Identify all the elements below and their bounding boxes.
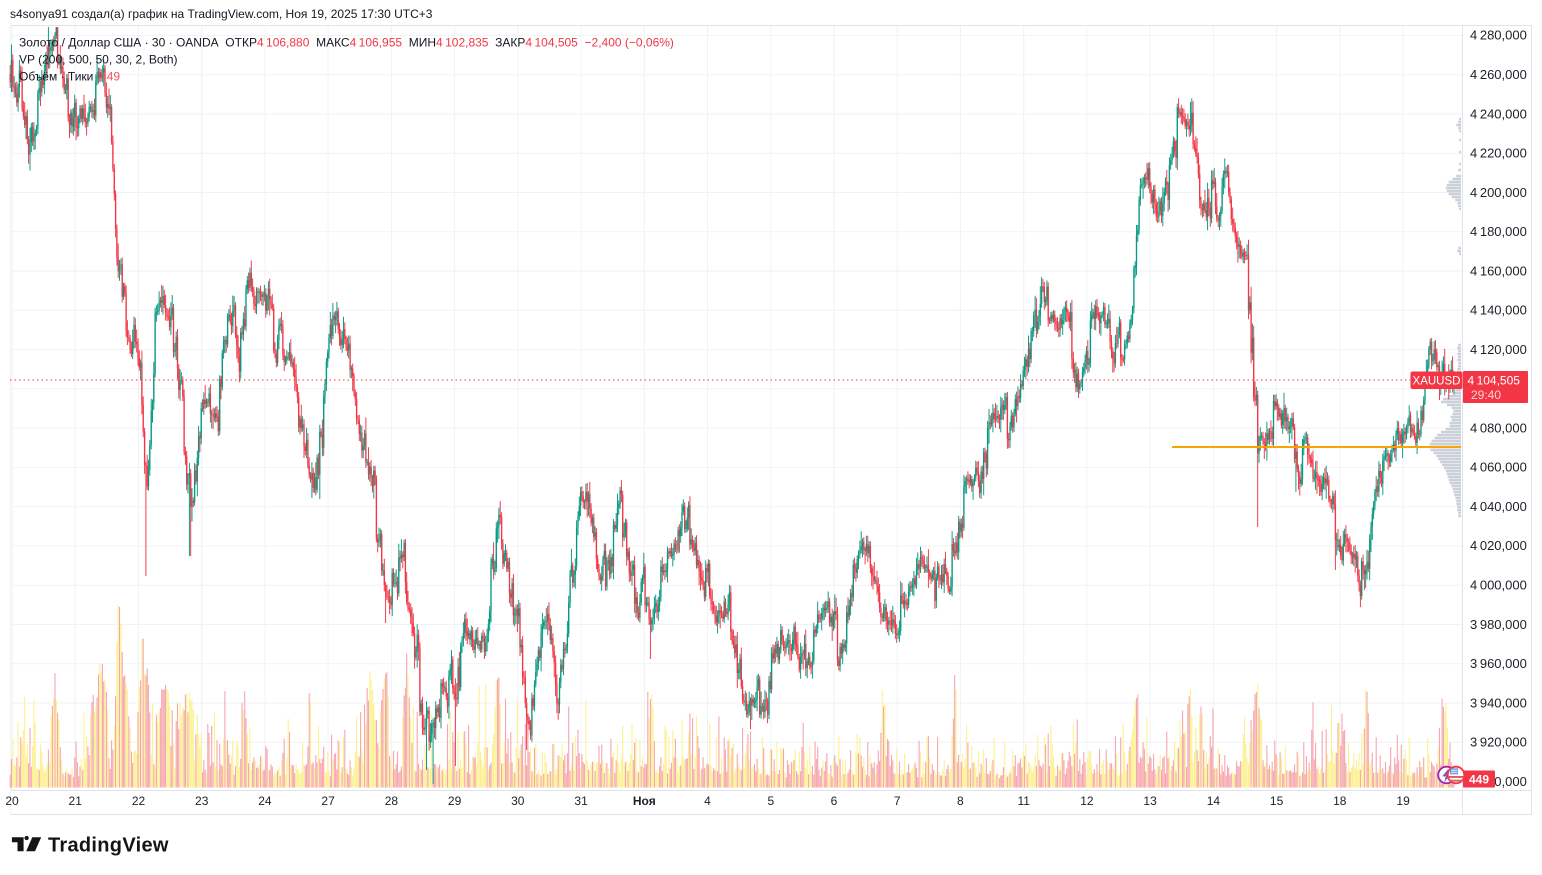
svg-text:5: 5: [767, 794, 774, 808]
svg-text:4 140,000: 4 140,000: [1470, 303, 1527, 318]
svg-text:4 180,000: 4 180,000: [1470, 224, 1527, 239]
svg-text:4 080,000: 4 080,000: [1470, 420, 1527, 435]
svg-text:TradingView: TradingView: [48, 835, 169, 857]
svg-text:4 040,000: 4 040,000: [1470, 499, 1527, 514]
svg-text:18: 18: [1333, 794, 1347, 808]
svg-text:24: 24: [258, 794, 272, 808]
svg-text:8: 8: [957, 794, 964, 808]
svg-text:Ноя: Ноя: [633, 794, 656, 808]
svg-text:4 020,000: 4 020,000: [1470, 538, 1527, 553]
svg-text:449: 449: [1469, 773, 1489, 787]
svg-text:3 980,000: 3 980,000: [1470, 617, 1527, 632]
svg-text:12: 12: [1080, 794, 1094, 808]
svg-text:23: 23: [195, 794, 209, 808]
svg-text:14: 14: [1207, 794, 1221, 808]
svg-text:13: 13: [1143, 794, 1157, 808]
svg-text:4 000,000: 4 000,000: [1470, 578, 1527, 593]
svg-text:19: 19: [1396, 794, 1410, 808]
svg-text:4 060,000: 4 060,000: [1470, 460, 1527, 475]
svg-text:Золото / Доллар США · 30 · OAN: Золото / Доллар США · 30 · OANDA ОТКР4 1…: [19, 36, 674, 50]
svg-text:30: 30: [511, 794, 525, 808]
svg-text:4 200,000: 4 200,000: [1470, 185, 1527, 200]
svg-text:29:40: 29:40: [1471, 388, 1501, 402]
svg-text:4 120,000: 4 120,000: [1470, 342, 1527, 357]
svg-text:29: 29: [448, 794, 462, 808]
svg-text:4 160,000: 4 160,000: [1470, 263, 1527, 278]
svg-text:VP (200, 500, 50, 30, 2, Both): VP (200, 500, 50, 30, 2, Both): [19, 53, 178, 67]
svg-text:31: 31: [574, 794, 588, 808]
svg-text:s4sonya91 создал(а) график на: s4sonya91 создал(а) график на TradingVie…: [10, 7, 433, 21]
svg-text:4 280,000: 4 280,000: [1470, 28, 1527, 43]
svg-text:4: 4: [704, 794, 711, 808]
svg-text:15: 15: [1270, 794, 1284, 808]
svg-text:4 260,000: 4 260,000: [1470, 67, 1527, 82]
svg-text:4 104,505: 4 104,505: [1468, 374, 1521, 388]
svg-text:27: 27: [321, 794, 335, 808]
svg-text:4 240,000: 4 240,000: [1470, 106, 1527, 121]
svg-text:20: 20: [5, 794, 19, 808]
svg-text:7: 7: [894, 794, 901, 808]
svg-text:6: 6: [831, 794, 838, 808]
svg-text:11: 11: [1017, 794, 1030, 808]
svg-text:22: 22: [132, 794, 146, 808]
svg-text:21: 21: [69, 794, 83, 808]
svg-text:28: 28: [385, 794, 399, 808]
svg-text:3 960,000: 3 960,000: [1470, 656, 1527, 671]
svg-text:Объём · Тики 449: Объём · Тики 449: [19, 70, 120, 84]
svg-text:3 940,000: 3 940,000: [1470, 695, 1527, 710]
svg-text:XAUUSD: XAUUSD: [1413, 376, 1461, 388]
svg-text:4 220,000: 4 220,000: [1470, 146, 1527, 161]
svg-text:3 920,000: 3 920,000: [1470, 735, 1527, 750]
